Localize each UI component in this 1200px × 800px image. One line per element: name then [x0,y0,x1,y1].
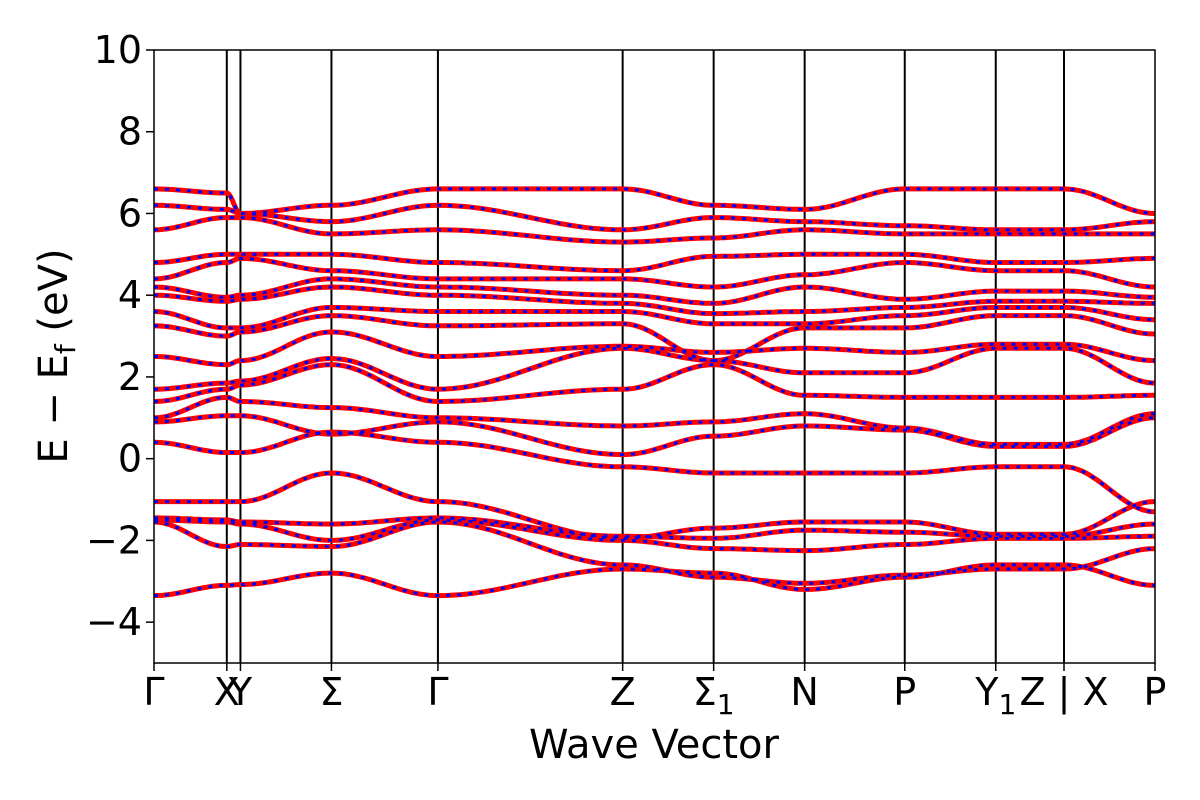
x-tick-label: Z | X [1019,670,1108,715]
x-axis: Γ XY Σ Γ Z Σ1 N P Y1 Z | X P [143,663,1166,721]
band-line [154,329,1155,368]
x-tick-label: Σ [319,670,343,714]
y-tick-label: −2 [86,518,142,562]
band-line-overlay [154,306,1155,330]
band-line-overlay [154,395,1155,446]
x-axis-title: Wave Vector [529,722,780,768]
y-tick-label: 4 [118,273,142,317]
x-tick-label: X [214,670,240,714]
y-tick-label: 0 [118,437,142,481]
x-tick-label: N [790,670,818,714]
band-line [154,251,1155,274]
bands-group [154,186,1155,599]
plot-background [154,50,1155,663]
x-tick-label: P [1144,670,1167,714]
y-tick-label: 8 [118,110,142,154]
y-tick-label: −4 [86,600,142,644]
y-tick-label: 10 [94,28,142,72]
y-tick-label: 6 [118,191,142,235]
band-line-overlay [154,216,1155,244]
band-line-overlay [154,203,1155,232]
band-line [154,284,1155,317]
y-tick-label: 2 [118,355,142,399]
band-line-overlay [154,520,1155,585]
band-line-overlay [154,346,1155,391]
y-axis-title-main: E − E [31,354,77,464]
band-line-overlay [154,187,1155,215]
band-line-overlay [154,471,1155,540]
x-tick-label: Z [610,670,636,714]
band-line-overlay [154,256,1155,289]
band-line [154,313,1155,364]
band-line-overlay [154,518,1155,553]
y-axis-title-unit: (eV) [31,248,77,344]
x-tick-label: Y1 [974,670,1016,721]
band-line-overlay [154,363,1155,403]
x-tick-label: Γ [143,670,164,714]
x-tick-label: P [893,670,916,714]
y-axis-title-subscript: f [49,343,82,354]
band-line-overlay [154,277,1155,305]
x-tick-label: Γ [427,670,448,714]
plot-frame [153,49,1156,664]
y-axis-title: E − Ef (eV) [31,248,82,463]
x-tick-label: Y [228,670,253,714]
band-line-overlay [154,430,1155,514]
y-axis: −4 −2 0 2 4 6 8 10 [86,28,154,644]
x-tick-label: Σ1 [693,670,735,721]
